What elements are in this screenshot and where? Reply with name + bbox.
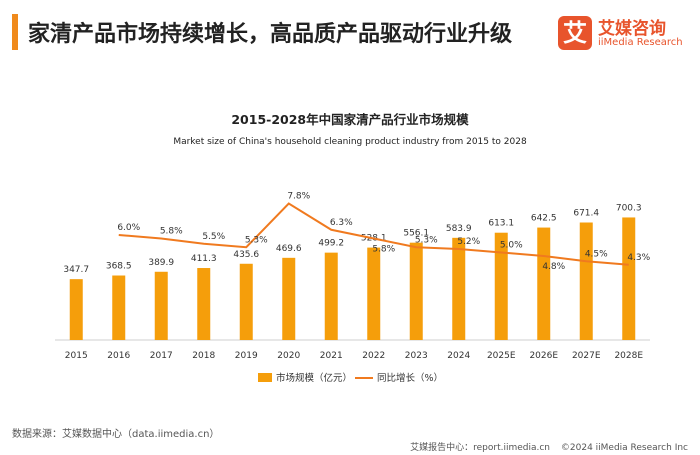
x-tick-2028E: 2028E — [614, 351, 643, 361]
bar-2023 — [409, 242, 423, 340]
legend-bar-label: 市场规模（亿元） — [276, 372, 352, 384]
x-tick-2017: 2017 — [150, 351, 173, 361]
x-tick-2020: 2020 — [277, 351, 300, 361]
bar-label-2024: 583.9 — [446, 224, 472, 234]
bar-label-2028E: 700.3 — [616, 203, 642, 213]
x-tick-2019: 2019 — [235, 351, 258, 361]
growth-label-2016: 6.0% — [117, 223, 140, 233]
growth-label-2017: 5.8% — [160, 227, 183, 237]
bar-2017 — [154, 271, 168, 340]
x-tick-2025E: 2025E — [487, 351, 516, 361]
bar-2028E — [622, 217, 636, 340]
bar-2024 — [452, 237, 466, 340]
bar-label-2027E: 671.4 — [573, 209, 599, 219]
chart-subtitle: Market size of China's household cleanin… — [173, 137, 527, 147]
bar-2020 — [282, 257, 296, 340]
growth-label-2020: 7.8% — [287, 192, 310, 202]
bar-2025E — [494, 232, 508, 340]
growth-label-2021: 6.3% — [330, 218, 353, 228]
growth-label-2027E: 4.5% — [585, 249, 608, 259]
bar-label-2016: 368.5 — [106, 262, 132, 272]
bar-2026E — [537, 227, 551, 340]
copyright-text: ©2024 iiMedia Research Inc — [560, 443, 688, 453]
x-tick-2021: 2021 — [320, 351, 343, 361]
growth-label-2026E: 4.8% — [542, 262, 565, 272]
bar-2027E — [579, 222, 593, 340]
bar-series — [69, 217, 636, 340]
bar-label-2021: 499.2 — [318, 239, 344, 249]
bar-label-2018: 411.3 — [191, 254, 217, 264]
page-header: 家清产品市场持续增长，高品质产品驱动行业升级 艾 艾媒咨询 iiMedia Re… — [0, 0, 700, 62]
x-tick-2023: 2023 — [405, 351, 428, 361]
x-tick-2016: 2016 — [107, 351, 130, 361]
bar-2021 — [324, 252, 338, 340]
legend-bar-swatch — [258, 373, 272, 382]
footer-info: 艾媒报告中心：report.iimedia.cn ©2024 iiMedia R… — [402, 440, 688, 453]
x-tick-2026E: 2026E — [529, 351, 558, 361]
logo-text-en: iiMedia Research — [598, 37, 683, 48]
logo-text-cn: 艾媒咨询 — [598, 19, 666, 39]
growth-label-2022: 5.8% — [372, 245, 395, 255]
growth-label-2024: 5.2% — [457, 237, 480, 247]
growth-label-2023: 5.3% — [415, 235, 438, 245]
bar-2022 — [367, 247, 381, 340]
brand-logo[interactable]: 艾 艾媒咨询 iiMedia Research — [558, 14, 686, 54]
title-accent-bar — [12, 14, 18, 50]
x-tick-labels: 2015 2016 2017 2018 2019 2020 2021 2022 2023 2024… — [65, 351, 644, 361]
chart-legend: 市场规模（亿元） 同比增长（%） — [258, 372, 443, 384]
legend-line-label: 同比增长（%） — [377, 372, 443, 384]
x-tick-2018: 2018 — [192, 351, 215, 361]
report-center-link[interactable]: 艾媒报告中心：report.iimedia.cn — [410, 443, 551, 453]
bar-label-2020: 469.6 — [276, 244, 302, 254]
data-source-note: 数据来源：艾媒数据中心（data.iimedia.cn） — [12, 429, 220, 440]
growth-label-2018: 5.5% — [202, 232, 225, 242]
bar-label-2017: 389.9 — [148, 258, 174, 268]
x-tick-2015: 2015 — [65, 351, 88, 361]
chart-title: 2015-2028年中国家清产品行业市场规模 — [231, 112, 469, 127]
bar-label-2015: 347.7 — [63, 265, 89, 275]
bar-2019 — [239, 263, 253, 340]
growth-label-2025E: 5.0% — [500, 241, 523, 251]
growth-label-2019: 5.3% — [245, 235, 268, 245]
bar-label-2023: 556.1 — [403, 229, 429, 239]
x-tick-2027E: 2027E — [572, 351, 601, 361]
growth-label-2028E: 4.3% — [627, 253, 650, 263]
bar-label-2019: 435.6 — [233, 250, 259, 260]
bar-2018 — [197, 268, 211, 340]
bar-label-2026E: 642.5 — [531, 214, 557, 224]
x-tick-2024: 2024 — [447, 351, 470, 361]
x-tick-2022: 2022 — [362, 351, 385, 361]
growth-rate-line — [118, 202, 629, 266]
bar-2015 — [69, 279, 83, 340]
bar-label-2025E: 613.1 — [488, 219, 514, 229]
growth-rate-labels: 6.0% 5.8% 5.5% 5.3% 7.8% 6.3% 5.8% 5.3% 5.2% 5.0%… — [117, 192, 650, 273]
page-title: 家清产品市场持续增长，高品质产品驱动行业升级 — [28, 22, 513, 47]
bar-2016 — [112, 275, 126, 340]
logo-mark-icon: 艾 — [558, 16, 592, 50]
